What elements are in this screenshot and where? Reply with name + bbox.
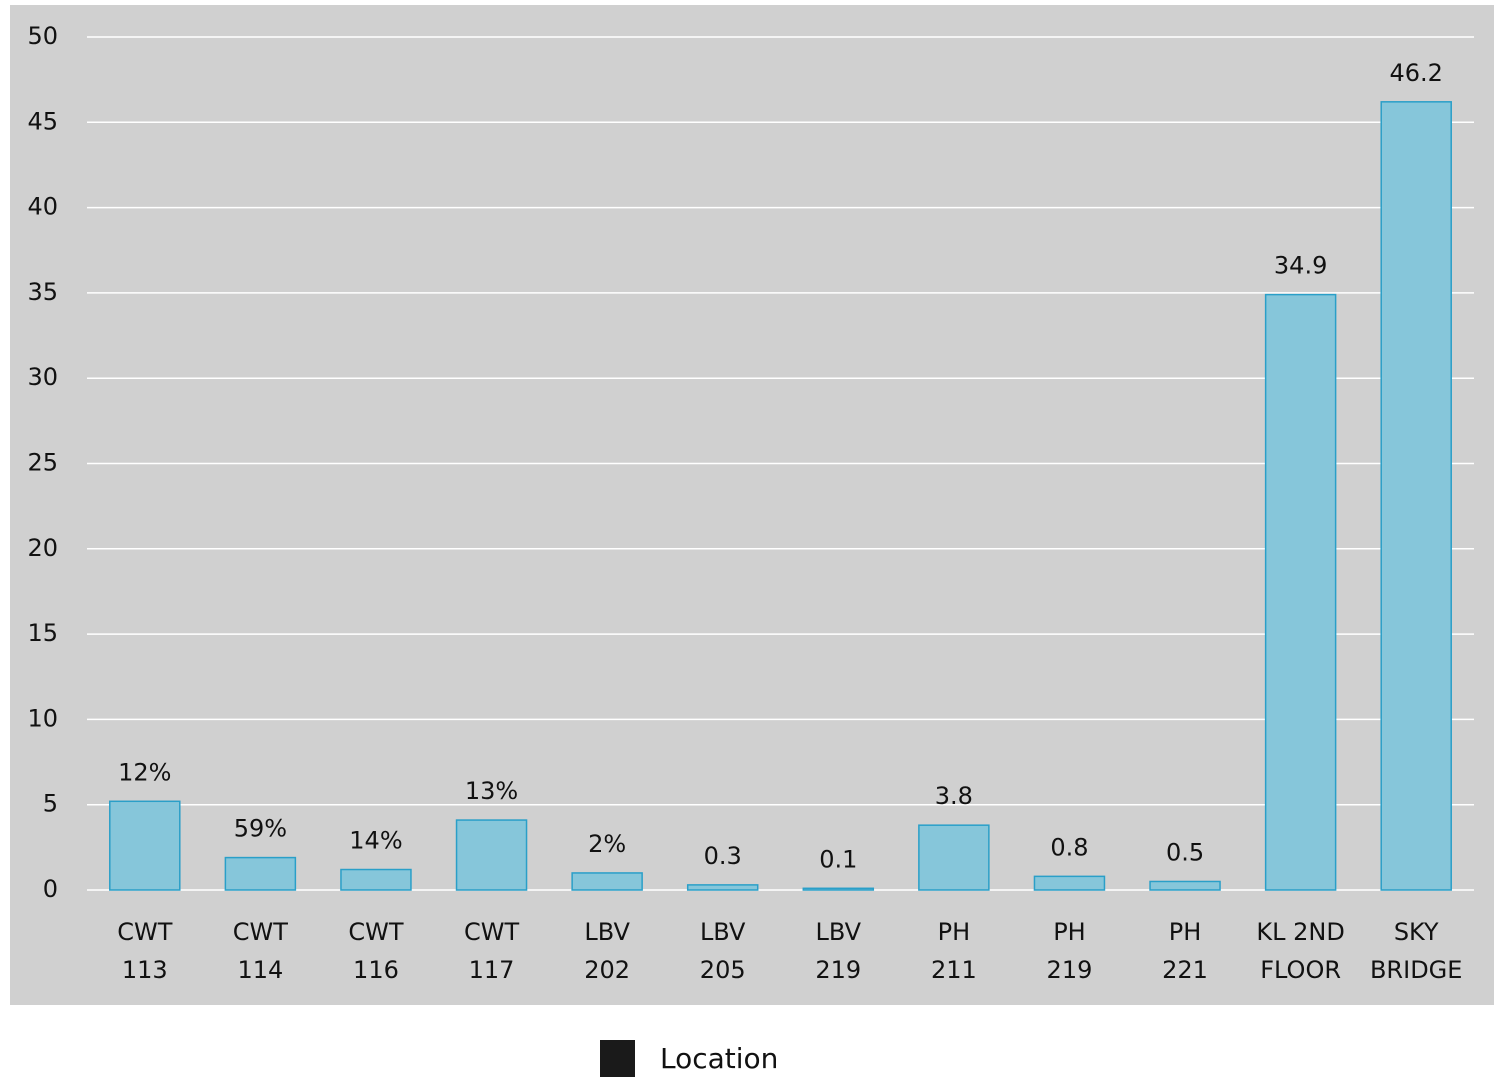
bar [1264, 293, 1337, 891]
x-tick-label: CWT 114 [233, 918, 288, 984]
x-tick-label: PH 219 [1047, 918, 1093, 984]
x-tick-label: CWT 113 [117, 918, 172, 984]
data-label: 0.5 [1166, 838, 1204, 866]
data-label: 0.1 [819, 845, 857, 873]
x-tick-label: LBV 205 [700, 918, 746, 984]
bar [1033, 875, 1106, 891]
y-tick-label: 30 [27, 363, 58, 391]
bar [571, 872, 643, 891]
bar [109, 800, 181, 891]
bar [918, 824, 990, 891]
x-tick-label: LBV 219 [815, 918, 861, 984]
y-tick-label: 10 [27, 704, 58, 732]
legend-swatch [600, 1040, 635, 1077]
y-tick-label: 20 [27, 534, 58, 562]
y-tick-label: 5 [43, 790, 58, 818]
bar [802, 887, 875, 891]
x-tick-label: KL 2ND FLOOR [1256, 918, 1344, 984]
data-label: 46.2 [1389, 59, 1442, 87]
plot-background [10, 5, 1494, 1005]
data-label: 0.8 [1050, 833, 1088, 861]
bar [340, 868, 412, 891]
data-label: 3.8 [935, 782, 973, 810]
legend-label: Location [660, 1042, 778, 1075]
data-label: 34.9 [1274, 252, 1327, 280]
y-tick-label: 0 [43, 875, 58, 903]
x-tick-label: CWT 116 [348, 918, 403, 984]
data-label: 59% [234, 815, 287, 843]
data-label: 14% [349, 827, 402, 855]
y-tick-label: 45 [27, 107, 58, 135]
y-tick-label: 25 [27, 449, 58, 477]
y-tick-label: 35 [27, 278, 58, 306]
bar [1380, 101, 1452, 891]
bar [1149, 880, 1221, 891]
data-label: 2% [588, 830, 626, 858]
bar [224, 856, 297, 891]
data-label: 12% [118, 758, 171, 786]
x-tick-label: SKY BRIDGE [1370, 918, 1462, 984]
bar [686, 884, 759, 891]
x-tick-label: PH 221 [1162, 918, 1208, 984]
x-tick-label: LBV 202 [584, 918, 630, 984]
y-tick-label: 15 [27, 619, 58, 647]
y-tick-label: 40 [27, 193, 58, 221]
data-label: 0.3 [704, 842, 742, 870]
y-tick-label: 50 [27, 22, 58, 50]
data-label: 13% [465, 777, 518, 805]
x-tick-label: CWT 117 [464, 918, 519, 984]
bar [455, 819, 528, 891]
x-tick-label: PH 211 [931, 918, 977, 984]
